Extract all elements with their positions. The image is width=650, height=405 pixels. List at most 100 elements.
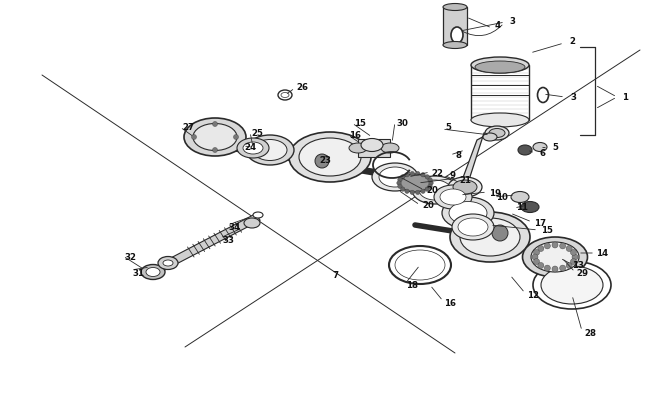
Ellipse shape xyxy=(452,215,494,241)
Text: 3: 3 xyxy=(509,17,515,26)
Circle shape xyxy=(534,259,540,265)
Circle shape xyxy=(415,172,420,177)
Ellipse shape xyxy=(483,134,497,142)
Circle shape xyxy=(213,148,218,153)
Ellipse shape xyxy=(443,4,467,11)
Circle shape xyxy=(400,188,405,192)
Circle shape xyxy=(538,263,544,269)
Ellipse shape xyxy=(237,139,269,159)
Ellipse shape xyxy=(533,143,547,152)
Text: 15: 15 xyxy=(354,119,366,128)
Text: 10: 10 xyxy=(496,193,508,202)
Ellipse shape xyxy=(379,168,411,188)
Ellipse shape xyxy=(450,213,530,262)
Text: 12: 12 xyxy=(527,291,539,300)
Ellipse shape xyxy=(460,218,520,256)
Ellipse shape xyxy=(193,124,237,151)
Text: 5: 5 xyxy=(552,143,558,152)
Ellipse shape xyxy=(448,177,482,198)
Ellipse shape xyxy=(471,58,529,74)
Ellipse shape xyxy=(458,218,488,237)
Circle shape xyxy=(410,172,415,177)
Ellipse shape xyxy=(299,139,361,177)
Circle shape xyxy=(428,185,432,189)
Circle shape xyxy=(400,175,405,180)
Ellipse shape xyxy=(471,114,529,128)
Ellipse shape xyxy=(521,202,539,213)
Ellipse shape xyxy=(485,127,509,141)
Ellipse shape xyxy=(361,139,383,152)
Text: 13: 13 xyxy=(572,261,584,270)
Circle shape xyxy=(552,243,558,248)
Bar xyxy=(443,8,467,46)
Ellipse shape xyxy=(141,265,165,280)
Circle shape xyxy=(233,135,239,140)
Circle shape xyxy=(544,243,551,249)
Circle shape xyxy=(572,254,578,260)
Circle shape xyxy=(213,122,218,127)
Ellipse shape xyxy=(419,181,451,200)
Ellipse shape xyxy=(511,192,529,203)
Polygon shape xyxy=(455,134,490,188)
Circle shape xyxy=(405,173,410,177)
Ellipse shape xyxy=(372,164,418,192)
Ellipse shape xyxy=(541,266,603,304)
Text: 20: 20 xyxy=(422,201,434,210)
Text: 2: 2 xyxy=(569,36,575,45)
Ellipse shape xyxy=(453,181,477,194)
Ellipse shape xyxy=(451,28,463,44)
Ellipse shape xyxy=(518,146,532,156)
Circle shape xyxy=(398,185,402,189)
Ellipse shape xyxy=(475,62,525,74)
Ellipse shape xyxy=(538,88,549,103)
Circle shape xyxy=(398,178,402,183)
Text: 32: 32 xyxy=(124,253,136,262)
Text: 26: 26 xyxy=(296,83,308,92)
Text: 6: 6 xyxy=(539,149,545,158)
Ellipse shape xyxy=(278,91,292,101)
Text: 8: 8 xyxy=(455,151,461,160)
Ellipse shape xyxy=(389,246,451,284)
Ellipse shape xyxy=(531,243,579,272)
Polygon shape xyxy=(160,214,260,271)
Circle shape xyxy=(410,191,415,195)
Ellipse shape xyxy=(253,140,287,161)
Ellipse shape xyxy=(533,261,611,309)
Ellipse shape xyxy=(434,185,472,209)
Circle shape xyxy=(566,263,572,269)
Text: 15: 15 xyxy=(541,226,553,235)
Circle shape xyxy=(560,265,566,271)
Circle shape xyxy=(552,266,558,272)
Text: 34: 34 xyxy=(229,223,241,232)
Text: 24: 24 xyxy=(244,143,256,152)
Circle shape xyxy=(396,181,401,186)
Text: 27: 27 xyxy=(182,123,194,132)
Ellipse shape xyxy=(244,218,260,228)
Circle shape xyxy=(421,190,425,194)
Text: 21: 21 xyxy=(459,176,471,185)
Circle shape xyxy=(571,250,577,256)
Circle shape xyxy=(560,243,566,249)
Ellipse shape xyxy=(243,143,263,155)
Text: 33: 33 xyxy=(222,236,234,245)
Circle shape xyxy=(415,191,420,195)
Text: 29: 29 xyxy=(576,269,588,278)
Text: 19: 19 xyxy=(489,189,501,198)
Text: 22: 22 xyxy=(431,169,443,178)
Ellipse shape xyxy=(449,202,487,225)
Text: 1: 1 xyxy=(622,93,628,102)
Ellipse shape xyxy=(184,119,246,157)
Circle shape xyxy=(421,173,425,177)
Text: 16: 16 xyxy=(444,299,456,308)
Bar xyxy=(358,140,390,158)
Ellipse shape xyxy=(289,133,371,183)
Text: 11: 11 xyxy=(516,203,528,212)
Ellipse shape xyxy=(349,144,367,153)
Circle shape xyxy=(425,188,430,192)
Text: 16: 16 xyxy=(349,131,361,140)
Ellipse shape xyxy=(489,129,505,138)
Ellipse shape xyxy=(381,144,399,153)
Circle shape xyxy=(492,226,508,241)
Text: 5: 5 xyxy=(445,123,451,132)
Circle shape xyxy=(534,250,540,256)
